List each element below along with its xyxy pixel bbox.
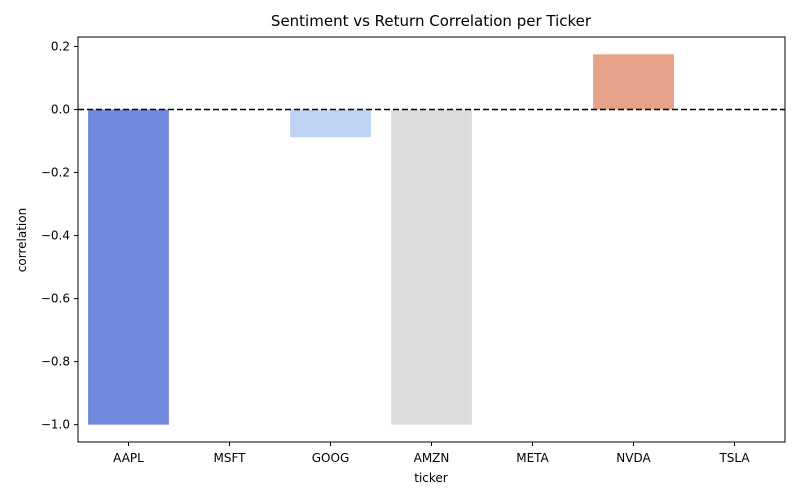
bars-layer xyxy=(88,54,674,425)
y-tick-label: −0.8 xyxy=(41,355,70,369)
x-tick-label-meta: META xyxy=(516,451,549,465)
bar-goog xyxy=(290,109,371,138)
x-tick-label-aapl: AAPL xyxy=(113,451,144,465)
bar-nvda xyxy=(593,54,674,110)
y-axis: 0.2 0.0 −0.2 −0.4 −0.6 −0.8 −1.0 xyxy=(41,39,78,432)
y-tick-label: 0.2 xyxy=(51,39,70,53)
x-tick-label-tsla: TSLA xyxy=(718,451,750,465)
y-tick-label: −0.4 xyxy=(41,229,70,243)
x-axis: AAPL MSFT GOOG AMZN META NVDA TSLA xyxy=(113,442,750,465)
x-tick-label-nvda: NVDA xyxy=(616,451,651,465)
y-tick-label: −0.2 xyxy=(41,166,70,180)
y-tick-label: −1.0 xyxy=(41,418,70,432)
y-axis-title: correlation xyxy=(15,208,29,272)
bar-amzn xyxy=(391,109,472,425)
x-tick-label-msft: MSFT xyxy=(214,451,247,465)
y-tick-label: −0.6 xyxy=(41,292,70,306)
y-tick-label: 0.0 xyxy=(51,102,70,116)
x-axis-title: ticker xyxy=(414,471,448,485)
bar-aapl xyxy=(88,109,169,425)
chart-title: Sentiment vs Return Correlation per Tick… xyxy=(271,12,592,30)
x-tick-label-goog: GOOG xyxy=(312,451,350,465)
x-tick-label-amzn: AMZN xyxy=(414,451,450,465)
